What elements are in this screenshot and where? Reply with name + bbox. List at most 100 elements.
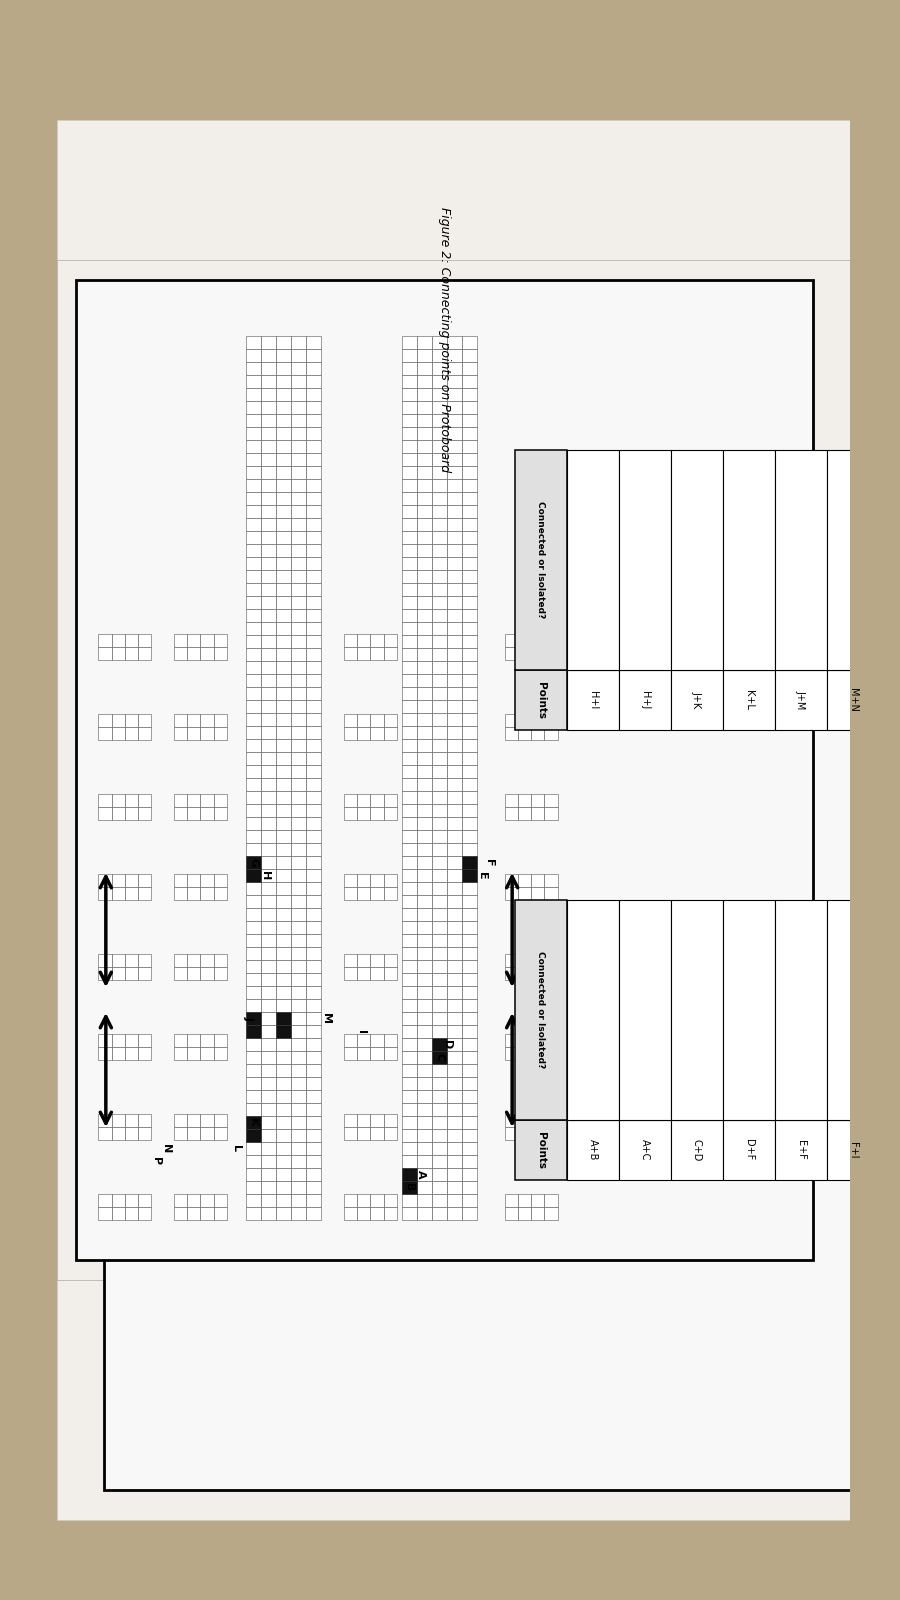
Polygon shape [306, 739, 321, 752]
Polygon shape [246, 1117, 261, 1130]
Polygon shape [201, 634, 213, 646]
Polygon shape [670, 899, 723, 1120]
Text: H+I: H+I [588, 691, 598, 709]
Polygon shape [462, 714, 477, 726]
Text: E: E [477, 872, 487, 880]
Polygon shape [432, 947, 447, 960]
Polygon shape [98, 874, 112, 886]
Polygon shape [505, 1206, 518, 1219]
Polygon shape [462, 349, 477, 362]
Polygon shape [417, 701, 432, 714]
Polygon shape [125, 794, 138, 806]
Polygon shape [531, 806, 544, 819]
Polygon shape [187, 954, 201, 966]
Polygon shape [417, 635, 432, 648]
Polygon shape [401, 856, 417, 869]
Polygon shape [276, 1181, 291, 1194]
Polygon shape [276, 362, 291, 374]
Polygon shape [306, 778, 321, 790]
Polygon shape [432, 1026, 447, 1038]
Polygon shape [462, 1064, 477, 1077]
Polygon shape [447, 648, 462, 661]
Polygon shape [878, 899, 900, 1120]
Polygon shape [544, 1194, 557, 1206]
Polygon shape [462, 518, 477, 531]
Polygon shape [344, 1034, 357, 1046]
Polygon shape [432, 739, 447, 752]
Polygon shape [371, 806, 383, 819]
Text: D: D [442, 1040, 452, 1050]
Polygon shape [447, 1194, 462, 1206]
Polygon shape [515, 450, 567, 670]
Polygon shape [462, 1051, 477, 1064]
Polygon shape [261, 778, 276, 790]
Polygon shape [432, 610, 447, 622]
Polygon shape [276, 661, 291, 674]
Polygon shape [417, 557, 432, 570]
Polygon shape [276, 934, 291, 947]
Polygon shape [417, 973, 432, 986]
Polygon shape [417, 1090, 432, 1102]
Polygon shape [432, 1051, 447, 1064]
Polygon shape [291, 765, 306, 778]
Polygon shape [417, 674, 432, 686]
Polygon shape [246, 466, 261, 478]
Polygon shape [357, 886, 371, 899]
Polygon shape [125, 954, 138, 966]
Polygon shape [447, 362, 462, 374]
Polygon shape [213, 1126, 227, 1139]
Polygon shape [261, 466, 276, 478]
Polygon shape [432, 1038, 447, 1051]
Polygon shape [462, 869, 477, 882]
Polygon shape [261, 402, 276, 414]
Polygon shape [125, 726, 138, 739]
Polygon shape [401, 518, 417, 531]
Polygon shape [401, 622, 417, 635]
Polygon shape [98, 726, 112, 739]
Polygon shape [401, 765, 417, 778]
Polygon shape [125, 1126, 138, 1139]
Polygon shape [276, 947, 291, 960]
Polygon shape [246, 856, 261, 869]
Polygon shape [417, 998, 432, 1013]
Polygon shape [98, 966, 112, 979]
Polygon shape [112, 794, 125, 806]
Polygon shape [518, 1194, 531, 1206]
Polygon shape [462, 440, 477, 453]
Polygon shape [276, 648, 291, 661]
Polygon shape [417, 1064, 432, 1077]
Polygon shape [447, 686, 462, 701]
Polygon shape [432, 701, 447, 714]
Polygon shape [174, 1126, 187, 1139]
Polygon shape [138, 1034, 151, 1046]
Polygon shape [447, 1026, 462, 1038]
Polygon shape [462, 387, 477, 402]
Polygon shape [447, 922, 462, 934]
Polygon shape [417, 414, 432, 427]
Polygon shape [276, 1130, 291, 1142]
Polygon shape [401, 1077, 417, 1090]
Polygon shape [432, 674, 447, 686]
Polygon shape [462, 622, 477, 635]
Polygon shape [447, 909, 462, 922]
Polygon shape [417, 882, 432, 894]
Polygon shape [276, 869, 291, 882]
Polygon shape [276, 1013, 291, 1026]
Polygon shape [432, 934, 447, 947]
Polygon shape [462, 531, 477, 544]
Polygon shape [261, 1026, 276, 1038]
Polygon shape [246, 818, 261, 830]
Polygon shape [291, 453, 306, 466]
Polygon shape [261, 336, 276, 349]
Polygon shape [291, 506, 306, 518]
Polygon shape [505, 1034, 518, 1046]
Polygon shape [261, 1142, 276, 1155]
Polygon shape [447, 818, 462, 830]
Polygon shape [462, 557, 477, 570]
Polygon shape [417, 726, 432, 739]
Text: A+C: A+C [640, 1139, 650, 1160]
Polygon shape [246, 1026, 261, 1038]
Polygon shape [447, 739, 462, 752]
Polygon shape [246, 960, 261, 973]
Polygon shape [401, 544, 417, 557]
